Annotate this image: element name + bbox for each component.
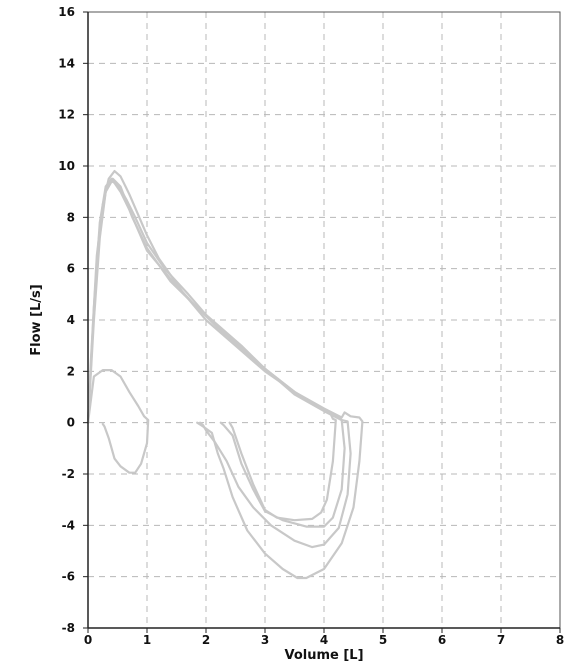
x-tick-label: 3 <box>261 633 269 647</box>
y-tick-label: 16 <box>58 5 75 19</box>
y-tick-label: -6 <box>62 570 75 584</box>
x-tick-label: 4 <box>320 633 328 647</box>
flow-volume-loop-5 <box>86 369 150 474</box>
y-tick-label: -8 <box>62 621 75 635</box>
y-tick-label: -4 <box>62 518 75 532</box>
flow-volume-curves <box>86 170 364 580</box>
x-tick-label: 6 <box>438 633 446 647</box>
y-axis-label: Flow [L/s] <box>29 284 44 355</box>
flow-volume-loop-2 <box>86 180 352 549</box>
x-axis-label: Volume [L] <box>284 648 363 662</box>
flow-volume-loop-4 <box>86 177 337 522</box>
y-tick-label: 10 <box>58 159 75 173</box>
y-tick-label: 4 <box>67 313 75 327</box>
y-tick-label: 8 <box>67 210 75 224</box>
y-tick-label: 0 <box>67 416 75 430</box>
x-tick-label: 5 <box>379 633 387 647</box>
x-tick-label: 7 <box>497 633 505 647</box>
x-tick-label: 0 <box>84 633 92 647</box>
x-tick-label: 8 <box>556 633 564 647</box>
grid-lines <box>88 12 560 628</box>
flow-volume-loop-1 <box>86 170 364 580</box>
y-tick-label: 6 <box>67 262 75 276</box>
y-tick-label: 14 <box>58 56 75 70</box>
x-axis-ticks: 0 1 2 3 4 5 6 7 8 <box>84 628 564 647</box>
x-tick-label: 2 <box>202 633 210 647</box>
x-tick-label: 1 <box>143 633 151 647</box>
y-tick-label: 2 <box>67 364 75 378</box>
y-tick-label: 12 <box>58 108 75 122</box>
y-tick-label: -2 <box>62 467 75 481</box>
y-axis-ticks: -8 -6 -4 -2 0 2 4 6 8 10 12 14 16 <box>58 5 88 635</box>
